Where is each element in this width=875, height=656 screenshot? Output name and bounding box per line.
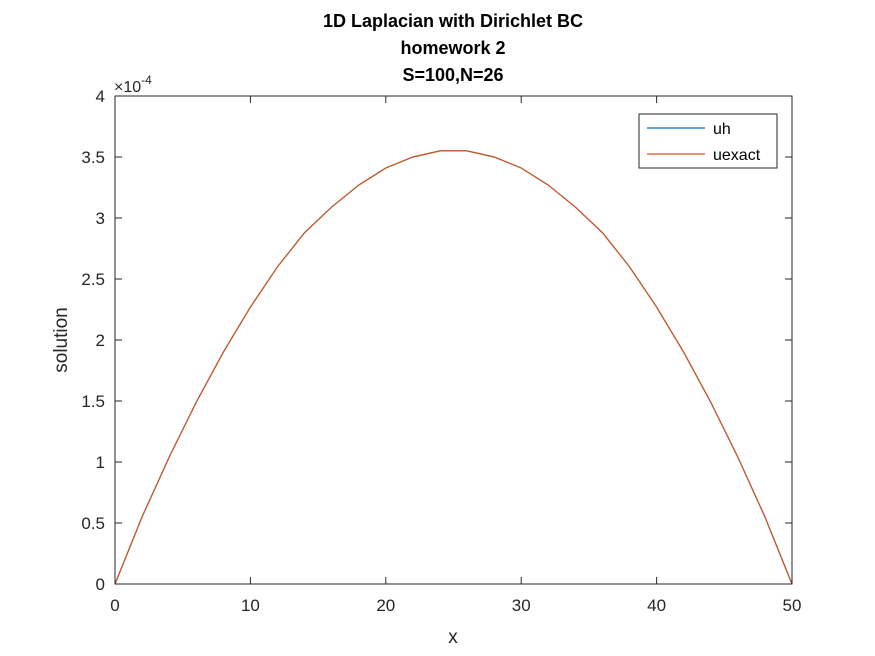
y-axis-ticks: 0 0.5 1 1.5 2 2.5 3 3.5 4: [81, 87, 792, 594]
y-tick-label: 1: [96, 453, 105, 472]
y-axis-exponent-base: ×10: [114, 79, 141, 96]
chart-title-line-2: homework 2: [400, 38, 505, 58]
series-line-uexact: [114, 150, 793, 585]
y-axis-label: solution: [51, 307, 72, 373]
y-tick-label: 0: [96, 575, 105, 594]
x-tick-label: 0: [110, 596, 119, 615]
x-tick-label: 30: [512, 596, 531, 615]
legend: uh uexact: [638, 113, 778, 169]
legend-label-uh: uh: [713, 121, 731, 138]
y-tick-label: 3: [96, 209, 105, 228]
y-tick-label: 1.5: [81, 392, 105, 411]
chart-title-line-3: S=100,N=26: [402, 65, 503, 85]
x-tick-label: 50: [783, 596, 802, 615]
x-axis-label: x: [448, 627, 458, 648]
y-tick-label: 2: [96, 331, 105, 350]
plot-area: [115, 96, 792, 584]
x-axis-ticks: 0 10 20 30 40 50: [110, 96, 801, 615]
legend-box: [638, 113, 778, 169]
x-tick-label: 20: [376, 596, 395, 615]
axes-box: [114, 95, 793, 585]
y-tick-label: 0.5: [81, 514, 105, 533]
series-layer: [114, 150, 793, 585]
y-axis-exponent-power: -4: [141, 73, 152, 87]
x-tick-label: 10: [241, 596, 260, 615]
chart-title-line-1: 1D Laplacian with Dirichlet BC: [323, 11, 583, 31]
legend-label-uexact: uexact: [713, 147, 761, 164]
y-axis-exponent: ×10-4: [114, 73, 152, 96]
y-tick-label: 4: [96, 87, 105, 106]
x-tick-label: 40: [647, 596, 666, 615]
y-tick-label: 3.5: [81, 148, 105, 167]
y-tick-label: 2.5: [81, 270, 105, 289]
